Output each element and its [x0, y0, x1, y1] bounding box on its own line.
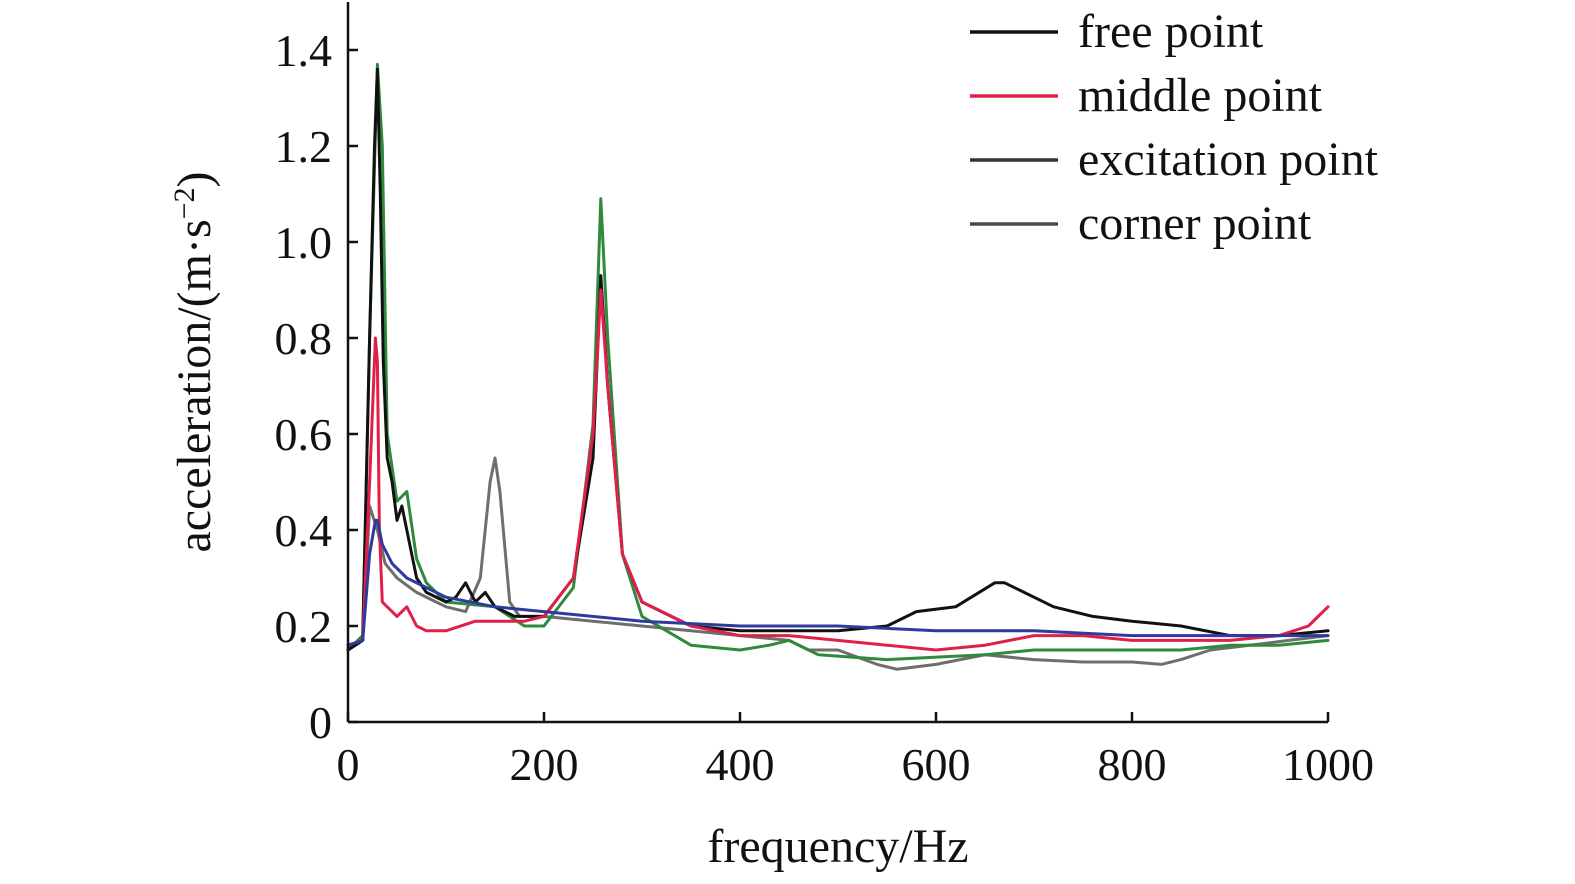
legend-label-corner-point: corner point: [1078, 197, 1312, 250]
legend-label-middle-point: middle point: [1078, 69, 1323, 122]
y-tick-label: 1.2: [275, 121, 333, 172]
x-tick-label: 800: [1098, 739, 1167, 790]
x-tick-label: 600: [902, 739, 971, 790]
y-tick-label: 0.4: [275, 505, 333, 556]
legend-label-free-point: free point: [1078, 5, 1264, 58]
legend-label-excitation-point: excitation point: [1078, 133, 1379, 186]
x-tick-label: 200: [510, 739, 579, 790]
y-tick-label: 0: [309, 697, 332, 748]
legend: free point middle point excitation point co…: [970, 5, 1379, 250]
y-axis-label-exponent: −2: [168, 187, 201, 219]
y-tick-label: 0.6: [275, 409, 333, 460]
y-tick-label: 0.2: [275, 601, 333, 652]
x-tick-label: 0: [337, 739, 360, 790]
series-layer: [346, 62, 1330, 671]
y-axis-label-close: ): [168, 171, 221, 187]
y-tick-label: 0.8: [275, 313, 333, 364]
series-line-middle-point: [346, 288, 1330, 652]
y-axis-label: acceleration/(m·s−2): [168, 171, 221, 552]
x-tick-label: 400: [706, 739, 775, 790]
series-line-blue-trace: [346, 518, 1330, 647]
ticks-layer: 0 200 400 600 800 1000 0 0.2 0.4 0.6 0.8 1.0 1.2 1.4: [275, 25, 1375, 790]
x-tick-label: 1000: [1282, 739, 1374, 790]
x-axis-label: frequency/Hz: [707, 820, 968, 873]
y-tick-label: 1.0: [275, 217, 333, 268]
y-axis-label-main: acceleration/(m·s: [168, 219, 221, 552]
series-line-corner-point: [346, 456, 1330, 671]
y-tick-label: 1.4: [275, 25, 333, 76]
series-line-green-trace: [346, 62, 1330, 662]
